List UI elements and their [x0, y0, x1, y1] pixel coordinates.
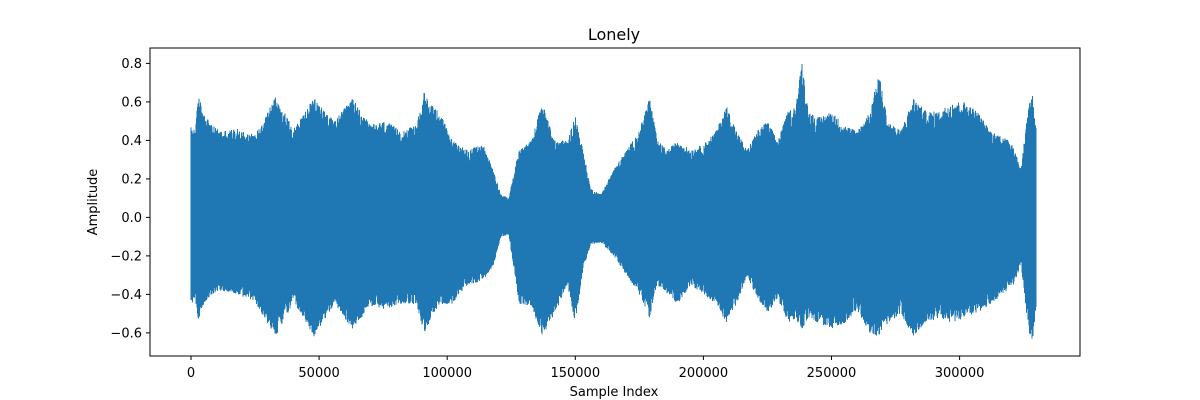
x-axis: 0 50000 100000 150000 200000 250000 300000	[187, 356, 985, 381]
y-axis: −0.6 −0.4 −0.2 0.0 0.2 0.4 0.6 0.8	[110, 57, 150, 341]
x-tick-label: 300000	[935, 366, 985, 381]
y-tick-label: −0.6	[110, 326, 142, 341]
y-tick-label: 0.8	[121, 57, 142, 72]
x-tick-label: 50000	[298, 366, 339, 381]
y-tick-label: −0.4	[110, 288, 142, 303]
y-tick-label: −0.2	[110, 249, 142, 264]
y-axis-label: Amplitude	[86, 169, 101, 236]
y-tick-label: 0.6	[121, 95, 142, 110]
axes-frame	[149, 47, 1081, 357]
y-tick-label: 0.0	[121, 211, 142, 226]
y-tick-label: 0.2	[121, 172, 142, 187]
waveform-series-line	[190, 63, 1037, 339]
x-tick-label: 100000	[422, 366, 472, 381]
chart-title: Lonely	[588, 25, 640, 44]
plot-area	[190, 63, 1037, 339]
x-tick-label: 0	[187, 366, 195, 381]
x-axis-label: Sample Index	[570, 385, 659, 400]
x-tick-label: 250000	[807, 366, 857, 381]
x-tick-label: 150000	[550, 366, 600, 381]
x-tick-label: 200000	[679, 366, 729, 381]
y-tick-label: 0.4	[121, 134, 142, 149]
